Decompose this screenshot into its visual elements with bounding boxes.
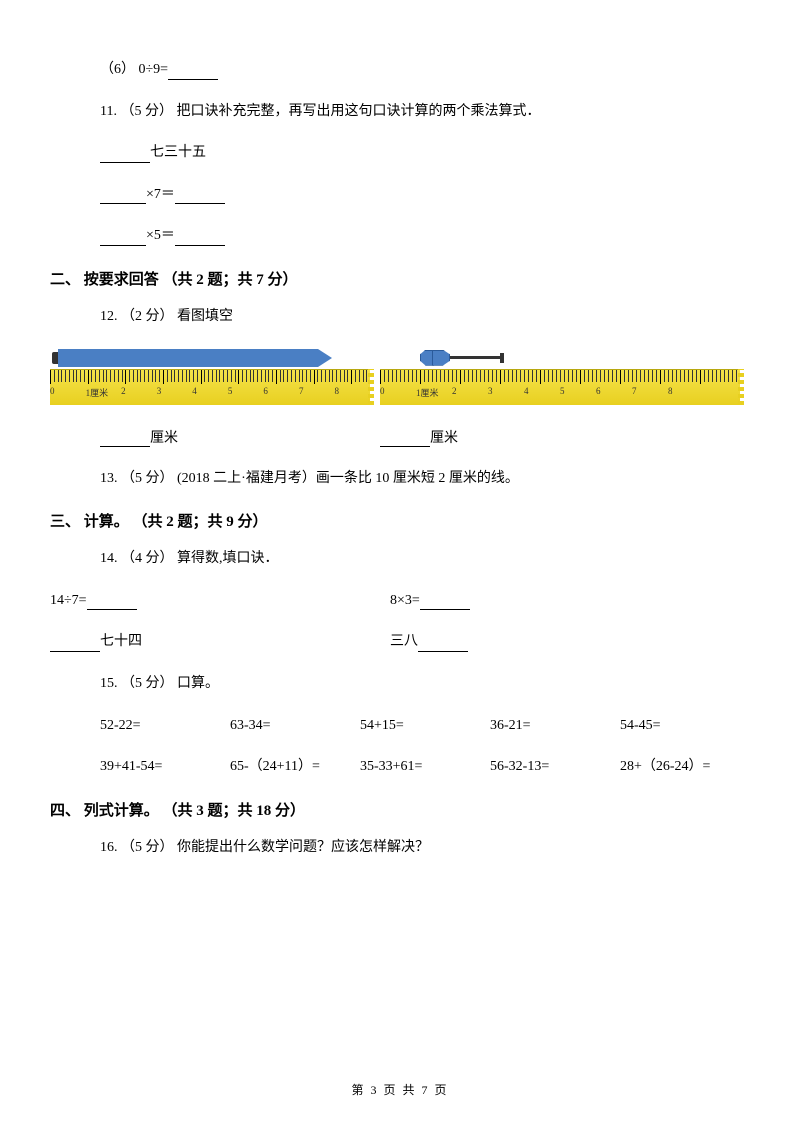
q15-r1c2: 63-34= bbox=[230, 716, 360, 736]
q14-prefix: 14. （4 分） bbox=[100, 551, 177, 566]
section-2-title: 二、 按要求回答 （共 2 题；共 7 分） bbox=[50, 268, 750, 289]
q15-r2c2: 65-（24+11）= bbox=[230, 757, 360, 777]
q15-text: 口算。 bbox=[177, 676, 219, 691]
q11-blank3a[interactable] bbox=[100, 232, 146, 246]
nums-left: 01厘米2345678 bbox=[50, 386, 370, 399]
q6-line: （6） 0÷9= bbox=[50, 60, 750, 80]
q11-sub2: ×7＝ bbox=[50, 185, 750, 205]
q11-blank3b[interactable] bbox=[175, 232, 225, 246]
q14-blank-c[interactable] bbox=[50, 638, 100, 652]
q11-s2: ×7＝ bbox=[146, 187, 175, 202]
section-4-title: 四、 列式计算。 （共 3 题；共 18 分） bbox=[50, 799, 750, 820]
q16-line: 16. （5 分） 你能提出什么数学问题？应该怎样解决？ bbox=[50, 838, 750, 858]
q15-r1c4: 36-21= bbox=[490, 716, 620, 736]
cm-label-row: 厘米 厘米 bbox=[50, 427, 750, 447]
q15-prefix: 15. （5 分） bbox=[100, 676, 177, 691]
ruler-left: 01厘米2345678 bbox=[50, 369, 370, 405]
q14-text: 算得数,填口诀． bbox=[177, 551, 279, 566]
q11-sub3: ×5＝ bbox=[50, 226, 750, 246]
q12-unit-l: 厘米 bbox=[150, 431, 178, 446]
nums-right: 01厘米2345678 bbox=[380, 386, 740, 399]
ticks-right bbox=[380, 370, 740, 384]
q11-sub1: 七三十五 bbox=[50, 143, 750, 163]
q16-text: 你能提出什么数学问题？应该怎样解决？ bbox=[177, 840, 429, 855]
q14-line: 14. （4 分） 算得数,填口诀． bbox=[50, 549, 750, 569]
q13-line: 13. （5 分） (2018 二上·福建月考）画一条比 10 厘米短 2 厘米… bbox=[50, 469, 750, 489]
q14-row2: 七十四 三八 bbox=[50, 632, 750, 652]
ruler-left-block: 01厘米2345678 bbox=[50, 349, 370, 405]
q14-row1: 14÷7= 8×3= bbox=[50, 591, 750, 611]
nail-icon bbox=[420, 349, 740, 367]
q6-label: （6） 0÷9= bbox=[100, 62, 168, 77]
q11-s1: 七三十五 bbox=[150, 145, 206, 160]
q12-blank-left[interactable] bbox=[100, 433, 150, 447]
ruler-right-block: 01厘米2345678 bbox=[380, 349, 740, 405]
q13-context: (2018 二上·福建月考） bbox=[177, 471, 316, 486]
q15-r1c3: 54+15= bbox=[360, 716, 490, 736]
q11-blank2b[interactable] bbox=[175, 190, 225, 204]
q12-prefix: 12. （2 分） bbox=[100, 309, 177, 324]
pencil-icon bbox=[58, 349, 318, 367]
ruler-right: 01厘米2345678 bbox=[380, 369, 740, 405]
q11-blank2a[interactable] bbox=[100, 190, 146, 204]
q15-r2c4: 56-32-13= bbox=[490, 757, 620, 777]
q15-r2c5: 28+（26-24）= bbox=[620, 757, 750, 777]
q14-blank-b[interactable] bbox=[420, 596, 470, 610]
q11-prefix: 11. （5 分） bbox=[100, 104, 176, 119]
q16-prefix: 16. （5 分） bbox=[100, 840, 177, 855]
q13-prefix: 13. （5 分） bbox=[100, 471, 177, 486]
q13-text: 画一条比 10 厘米短 2 厘米的线。 bbox=[316, 471, 519, 486]
q11-text: 把口诀补充完整，再写出用这句口诀计算的两个乘法算式． bbox=[176, 104, 540, 119]
q14-l1b: 8×3= bbox=[390, 593, 420, 608]
q15-r1c5: 54-45= bbox=[620, 716, 750, 736]
q15-row2: 39+41-54= 65-（24+11）= 35-33+61= 56-32-13… bbox=[50, 757, 750, 777]
q12-unit-r: 厘米 bbox=[430, 431, 458, 446]
q14-l2a: 七十四 bbox=[100, 634, 142, 649]
q15-r1c1: 52-22= bbox=[100, 716, 230, 736]
q14-l1a: 14÷7= bbox=[50, 593, 87, 608]
section-3-title: 三、 计算。 （共 2 题；共 9 分） bbox=[50, 510, 750, 531]
q15-r2c3: 35-33+61= bbox=[360, 757, 490, 777]
ruler-figure: 01厘米2345678 01厘米2345678 bbox=[50, 349, 750, 405]
q12-blank-right[interactable] bbox=[380, 433, 430, 447]
q15-row1: 52-22= 63-34= 54+15= 36-21= 54-45= bbox=[50, 716, 750, 736]
q14-blank-a[interactable] bbox=[87, 596, 137, 610]
q14-blank-d[interactable] bbox=[418, 638, 468, 652]
q12-text: 看图填空 bbox=[177, 309, 233, 324]
q15-line: 15. （5 分） 口算。 bbox=[50, 674, 750, 694]
q11-s3: ×5＝ bbox=[146, 228, 175, 243]
q11-line: 11. （5 分） 把口诀补充完整，再写出用这句口诀计算的两个乘法算式． bbox=[50, 102, 750, 122]
q14-l2b: 三八 bbox=[390, 634, 418, 649]
q11-blank1[interactable] bbox=[100, 149, 150, 163]
ticks-left bbox=[50, 370, 370, 384]
q6-blank[interactable] bbox=[168, 66, 218, 80]
q15-r2c1: 39+41-54= bbox=[100, 757, 230, 777]
page-footer: 第 3 页 共 7 页 bbox=[0, 1081, 800, 1098]
q12-line: 12. （2 分） 看图填空 bbox=[50, 307, 750, 327]
